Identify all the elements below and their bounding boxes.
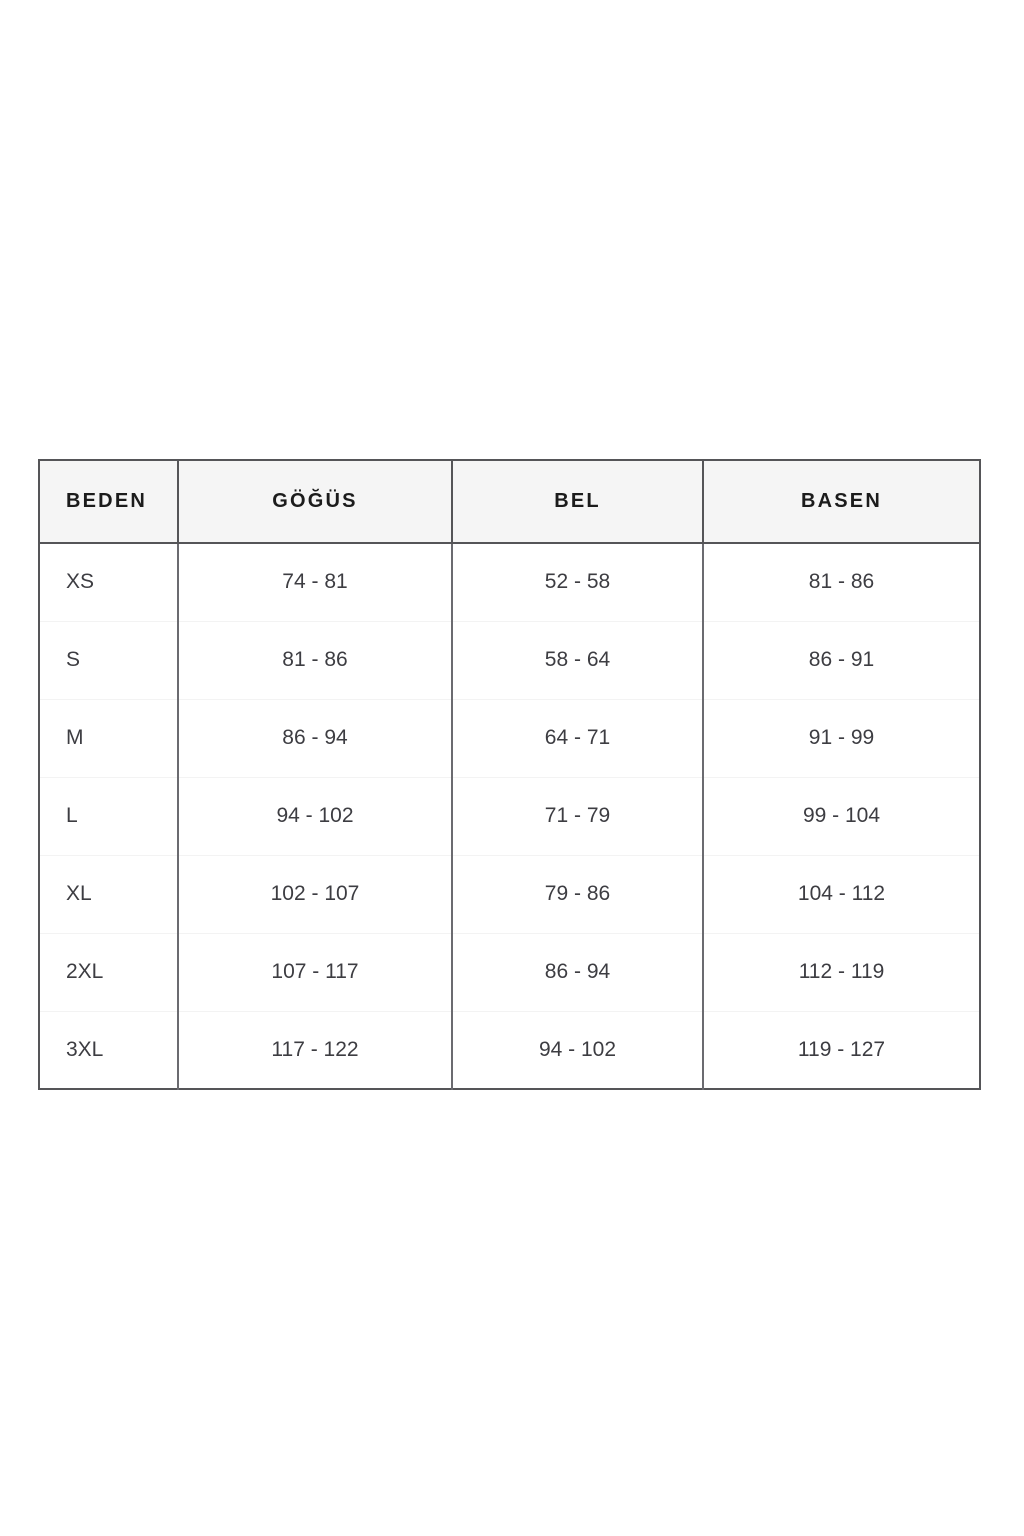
- cell-bel: 58 - 64: [452, 621, 704, 700]
- column-header-bel: BEL: [452, 460, 704, 544]
- cell-size: S: [39, 621, 179, 700]
- column-header-gogus: GÖĞÜS: [178, 460, 453, 544]
- table-row: 3XL 117 - 122 94 - 102 119 - 127: [39, 1011, 980, 1089]
- cell-size: 3XL: [39, 1011, 179, 1089]
- table-body: XS 74 - 81 52 - 58 81 - 86 S 81 - 86 58 …: [39, 543, 980, 1089]
- cell-size: XL: [39, 855, 179, 934]
- cell-bel: 79 - 86: [452, 855, 704, 934]
- size-chart-table: BEDEN GÖĞÜS BEL BASEN XS 74 - 81 52 - 58…: [38, 459, 981, 1090]
- cell-gogus: 81 - 86: [178, 621, 453, 700]
- cell-basen: 81 - 86: [703, 543, 980, 622]
- cell-bel: 86 - 94: [452, 933, 704, 1012]
- table-header: BEDEN GÖĞÜS BEL BASEN: [39, 460, 980, 544]
- table-row: M 86 - 94 64 - 71 91 - 99: [39, 699, 980, 778]
- cell-basen: 99 - 104: [703, 777, 980, 856]
- table-row: 2XL 107 - 117 86 - 94 112 - 119: [39, 933, 980, 1012]
- cell-basen: 112 - 119: [703, 933, 980, 1012]
- table-row: XS 74 - 81 52 - 58 81 - 86: [39, 543, 980, 622]
- column-header-beden: BEDEN: [39, 460, 179, 544]
- cell-gogus: 94 - 102: [178, 777, 453, 856]
- cell-bel: 94 - 102: [452, 1011, 704, 1089]
- cell-basen: 104 - 112: [703, 855, 980, 934]
- table-row: XL 102 - 107 79 - 86 104 - 112: [39, 855, 980, 934]
- cell-size: L: [39, 777, 179, 856]
- cell-bel: 52 - 58: [452, 543, 704, 622]
- cell-gogus: 107 - 117: [178, 933, 453, 1012]
- column-header-basen: BASEN: [703, 460, 980, 544]
- cell-gogus: 74 - 81: [178, 543, 453, 622]
- table-header-row: BEDEN GÖĞÜS BEL BASEN: [39, 460, 980, 544]
- cell-gogus: 86 - 94: [178, 699, 453, 778]
- cell-gogus: 117 - 122: [178, 1011, 453, 1089]
- table-row: S 81 - 86 58 - 64 86 - 91: [39, 621, 980, 700]
- cell-basen: 119 - 127: [703, 1011, 980, 1089]
- cell-size: M: [39, 699, 179, 778]
- cell-gogus: 102 - 107: [178, 855, 453, 934]
- cell-bel: 71 - 79: [452, 777, 704, 856]
- table-row: L 94 - 102 71 - 79 99 - 104: [39, 777, 980, 856]
- cell-basen: 86 - 91: [703, 621, 980, 700]
- cell-size: 2XL: [39, 933, 179, 1012]
- cell-size: XS: [39, 543, 179, 622]
- cell-basen: 91 - 99: [703, 699, 980, 778]
- cell-bel: 64 - 71: [452, 699, 704, 778]
